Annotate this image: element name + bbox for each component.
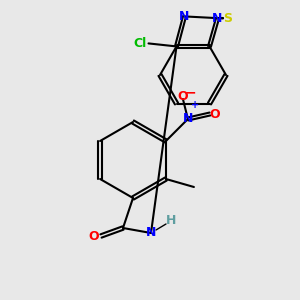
Text: −: − (184, 85, 196, 99)
Text: S: S (224, 12, 232, 25)
Text: O: O (210, 107, 220, 121)
Text: H: H (166, 214, 176, 227)
Text: O: O (89, 230, 99, 242)
Text: N: N (146, 226, 156, 239)
Text: Cl: Cl (134, 37, 147, 50)
Text: N: N (179, 10, 190, 23)
Text: N: N (183, 112, 193, 125)
Text: +: + (191, 100, 199, 110)
Text: O: O (178, 89, 188, 103)
Text: N: N (212, 12, 223, 25)
